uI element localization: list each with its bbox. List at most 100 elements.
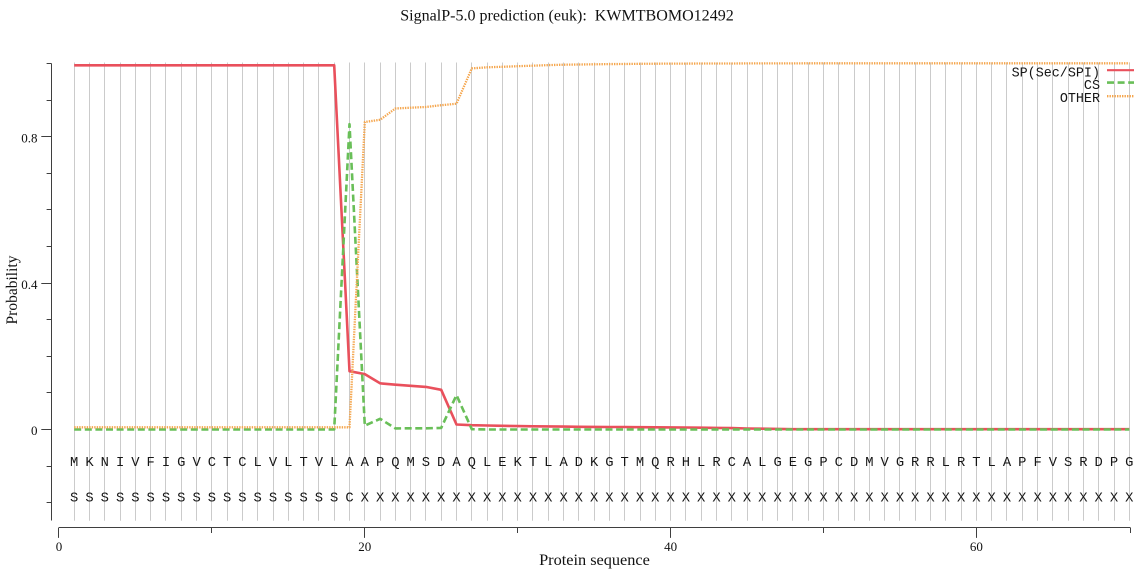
svg-text:A: A — [361, 456, 370, 471]
svg-text:S: S — [177, 492, 185, 507]
svg-text:S: S — [101, 492, 109, 507]
svg-text:X: X — [621, 492, 630, 507]
svg-text:S: S — [422, 456, 430, 471]
svg-text:S: S — [238, 492, 246, 507]
svg-text:X: X — [559, 492, 568, 507]
svg-text:X: X — [988, 492, 997, 507]
svg-text:C: C — [208, 456, 216, 471]
svg-text:X: X — [391, 492, 400, 507]
svg-text:G: G — [1125, 456, 1133, 471]
svg-text:X: X — [926, 492, 935, 507]
svg-text:X: X — [972, 492, 981, 507]
svg-text:F: F — [147, 456, 155, 471]
svg-text:L: L — [330, 456, 338, 471]
svg-text:H: H — [682, 456, 690, 471]
svg-text:S: S — [330, 492, 338, 507]
svg-text:X: X — [1064, 492, 1073, 507]
svg-text:X: X — [881, 492, 890, 507]
svg-text:20: 20 — [358, 539, 371, 554]
svg-text:SP(Sec/SPI): SP(Sec/SPI) — [1012, 67, 1100, 82]
svg-text:D: D — [850, 456, 858, 471]
svg-text:X: X — [575, 492, 584, 507]
svg-text:T: T — [223, 456, 231, 471]
svg-text:0: 0 — [56, 539, 63, 554]
svg-text:V: V — [192, 456, 201, 471]
svg-text:R: R — [666, 456, 674, 471]
svg-text:X: X — [483, 492, 492, 507]
svg-text:T: T — [621, 456, 629, 471]
svg-text:L: L — [942, 456, 950, 471]
svg-text:D: D — [575, 456, 583, 471]
svg-text:0: 0 — [31, 423, 38, 438]
svg-text:M: M — [406, 456, 414, 471]
svg-text:40: 40 — [664, 539, 677, 554]
svg-text:L: L — [697, 456, 705, 471]
svg-text:X: X — [514, 492, 523, 507]
svg-text:S: S — [208, 492, 216, 507]
svg-text:L: L — [254, 456, 262, 471]
svg-text:X: X — [1110, 492, 1119, 507]
svg-text:K: K — [85, 456, 94, 471]
svg-text:S: S — [70, 492, 78, 507]
svg-text:E: E — [498, 456, 506, 471]
svg-text:X: X — [544, 492, 553, 507]
svg-text:V: V — [1049, 456, 1058, 471]
svg-text:X: X — [1079, 492, 1088, 507]
svg-text:D: D — [437, 456, 445, 471]
svg-text:X: X — [437, 492, 446, 507]
svg-text:M: M — [636, 456, 644, 471]
svg-text:D: D — [1095, 456, 1103, 471]
svg-text:Probability: Probability — [4, 255, 21, 324]
svg-text:E: E — [789, 456, 797, 471]
svg-text:C: C — [835, 456, 843, 471]
svg-text:V: V — [315, 456, 324, 471]
svg-text:Protein sequence: Protein sequence — [539, 550, 650, 569]
svg-text:Q: Q — [468, 456, 476, 471]
svg-text:X: X — [712, 492, 721, 507]
svg-text:X: X — [942, 492, 951, 507]
svg-text:X: X — [682, 492, 691, 507]
svg-text:X: X — [789, 492, 798, 507]
svg-text:S: S — [131, 492, 139, 507]
svg-text:P: P — [376, 456, 384, 471]
svg-text:X: X — [376, 492, 385, 507]
svg-text:X: X — [651, 492, 660, 507]
svg-text:X: X — [697, 492, 706, 507]
svg-text:S: S — [116, 492, 124, 507]
svg-text:P: P — [819, 456, 827, 471]
svg-text:A: A — [743, 456, 752, 471]
svg-text:X: X — [911, 492, 920, 507]
svg-text:X: X — [1049, 492, 1058, 507]
svg-text:G: G — [605, 456, 613, 471]
svg-text:X: X — [636, 492, 645, 507]
svg-text:S: S — [192, 492, 200, 507]
svg-text:R: R — [1079, 456, 1087, 471]
svg-text:X: X — [819, 492, 828, 507]
svg-text:L: L — [988, 456, 996, 471]
svg-text:S: S — [284, 492, 292, 507]
svg-text:X: X — [452, 492, 461, 507]
svg-text:G: G — [773, 456, 781, 471]
svg-text:S: S — [269, 492, 277, 507]
svg-text:60: 60 — [970, 539, 983, 554]
svg-text:T: T — [972, 456, 980, 471]
svg-text:G: G — [177, 456, 185, 471]
svg-text:X: X — [590, 492, 599, 507]
svg-text:A: A — [1003, 456, 1012, 471]
svg-text:CS: CS — [1084, 79, 1100, 94]
svg-text:Q: Q — [391, 456, 399, 471]
svg-text:X: X — [666, 492, 675, 507]
svg-text:M: M — [70, 456, 78, 471]
svg-text:N: N — [101, 456, 109, 471]
svg-text:L: L — [284, 456, 292, 471]
svg-text:S: S — [223, 492, 231, 507]
svg-text:X: X — [804, 492, 813, 507]
svg-text:G: G — [896, 456, 904, 471]
svg-text:V: V — [881, 456, 890, 471]
svg-text:OTHER: OTHER — [1060, 92, 1100, 107]
svg-text:X: X — [468, 492, 477, 507]
svg-text:X: X — [1003, 492, 1012, 507]
svg-text:X: X — [896, 492, 905, 507]
svg-text:R: R — [957, 456, 965, 471]
svg-text:G: G — [804, 456, 812, 471]
